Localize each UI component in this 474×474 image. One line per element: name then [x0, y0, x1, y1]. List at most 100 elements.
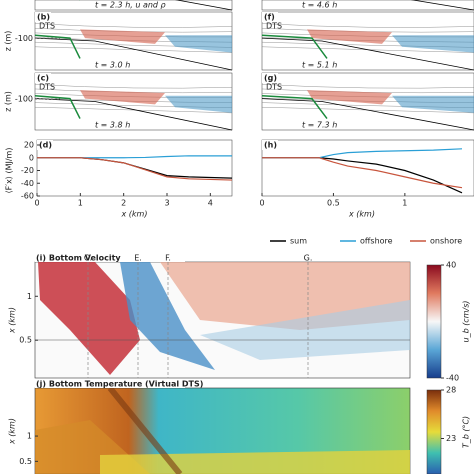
- panel-j-features: [35, 388, 410, 474]
- panel-label: (g): [264, 74, 277, 83]
- series-line: [37, 157, 233, 181]
- dts-cable: [34, 34, 81, 59]
- z-axis-label: z (m): [4, 31, 13, 52]
- x-tick-label: 4: [208, 199, 213, 208]
- heatmap-panels: (i) Bottom Velocity 0.5 1 x (km) -40 40 u_b (c…: [8, 253, 471, 474]
- time-label: t = 7.3 h: [302, 121, 337, 130]
- isopycnal: [34, 46, 233, 53]
- colorbar-t: [426, 389, 442, 474]
- isopycnal: [34, 84, 233, 89]
- series-line: [262, 148, 463, 159]
- seafloor: [261, 98, 474, 131]
- y-tick-label: -20: [21, 166, 34, 175]
- colorbar-tick-label: 40: [446, 261, 456, 270]
- dts-label: DTS: [39, 22, 55, 31]
- x-tick-label: 3: [164, 199, 169, 208]
- y-tick-label: 1: [27, 432, 32, 441]
- x-tick-label: 0.5: [327, 199, 340, 208]
- z-axis-label: z (m): [4, 91, 13, 112]
- time-label: t = 2.3 h, u and ρ: [95, 1, 166, 10]
- time-marker-label: E.: [134, 254, 142, 263]
- dts-label: DTS: [266, 83, 282, 92]
- panel-title: (j) Bottom Temperature (Virtual DTS): [36, 380, 203, 389]
- velocity-red: [307, 29, 392, 44]
- velocity-blue: [392, 35, 474, 53]
- line-panels: (d) -60 -40 -20 0 20 0 1 2 3 4 x (km) ⟨F′x⟩ (MJ/m) (h…: [5, 139, 474, 219]
- y-tick-label: -60: [21, 192, 34, 201]
- panel-label-box: [35, 73, 51, 83]
- time-marker-label: C.: [84, 254, 92, 263]
- panel-label-box: [262, 12, 278, 22]
- velocity-blue: [392, 95, 474, 113]
- legend-label: offshore: [360, 237, 393, 246]
- blue-region: [120, 262, 215, 370]
- dts-cable: [34, 95, 81, 119]
- y-tick-label: 1: [27, 292, 32, 301]
- colorbar-tick-label: -40: [446, 374, 459, 383]
- velocity-red: [80, 29, 165, 44]
- y-tick-label: 0: [29, 153, 34, 162]
- section-frame: [34, 0, 233, 11]
- red-region: [38, 262, 140, 375]
- series-line: [262, 157, 463, 189]
- x-tick-label: 0: [34, 199, 39, 208]
- seafloor: [34, 98, 233, 131]
- legend: sum offshore onshore: [270, 237, 462, 246]
- y-tick-label: 0.5: [19, 336, 32, 345]
- x-tick-label: 1: [402, 199, 407, 208]
- time-marker-label: G.: [304, 254, 313, 263]
- dts-label: DTS: [39, 83, 55, 92]
- legend-label: sum: [290, 237, 307, 246]
- light-blue-region: [200, 300, 410, 360]
- legend-label: onshore: [430, 237, 462, 246]
- panel-label: (d): [39, 141, 52, 150]
- x-axis-label: x (km): [348, 210, 375, 219]
- panel-label: (f): [264, 13, 275, 22]
- panel-label: (h): [264, 141, 277, 150]
- isopycnal: [34, 107, 233, 114]
- isopycnal: [261, 84, 474, 89]
- isopycnal: [261, 23, 474, 28]
- time-marker-label: F.: [165, 254, 171, 263]
- time-label: t = 3.8 h: [95, 121, 130, 130]
- dts-cable: [261, 95, 328, 120]
- dts-label: DTS: [266, 22, 282, 31]
- panel-title: (i) Bottom Velocity: [36, 254, 121, 263]
- panel-label-box: [262, 140, 278, 150]
- y-axis-label: x (km): [8, 418, 17, 445]
- time-label: t = 5.1 h: [302, 61, 337, 70]
- x-tick-label: 1: [78, 199, 83, 208]
- y-tick-label: 20: [24, 141, 34, 150]
- dts-cable: [261, 34, 328, 59]
- colorbar-tick-label: 28: [446, 386, 456, 395]
- title-box: [35, 253, 185, 262]
- series-line: [37, 157, 233, 179]
- plot-frame: [36, 139, 233, 197]
- velocity-blue: [165, 95, 232, 113]
- plot-frame: [261, 139, 474, 197]
- seafloor: [174, 0, 233, 11]
- z-tick-label: -100: [15, 34, 33, 43]
- z-tick-label: -100: [15, 94, 33, 103]
- seafloor: [410, 0, 474, 11]
- x-axis-label: x (km): [121, 210, 148, 219]
- y-tick-label: -40: [21, 179, 34, 188]
- colorbar-tick-label: 23: [446, 434, 456, 443]
- time-label: t = 4.6 h: [302, 1, 337, 10]
- colorbar-u: [426, 264, 442, 379]
- x-tick-label: 0: [259, 199, 264, 208]
- section-frame: [261, 0, 474, 11]
- y-axis-label: x (km): [8, 307, 17, 334]
- seafloor: [261, 37, 474, 71]
- velocity-red: [80, 90, 165, 105]
- colorbar-label: u_b (cm/s): [462, 301, 471, 343]
- panel-label-box: [262, 73, 278, 83]
- panel-label: (c): [37, 74, 49, 83]
- x-tick-label: 2: [121, 199, 126, 208]
- series-line: [262, 157, 463, 194]
- isopycnal: [34, 23, 233, 28]
- front: [107, 388, 183, 474]
